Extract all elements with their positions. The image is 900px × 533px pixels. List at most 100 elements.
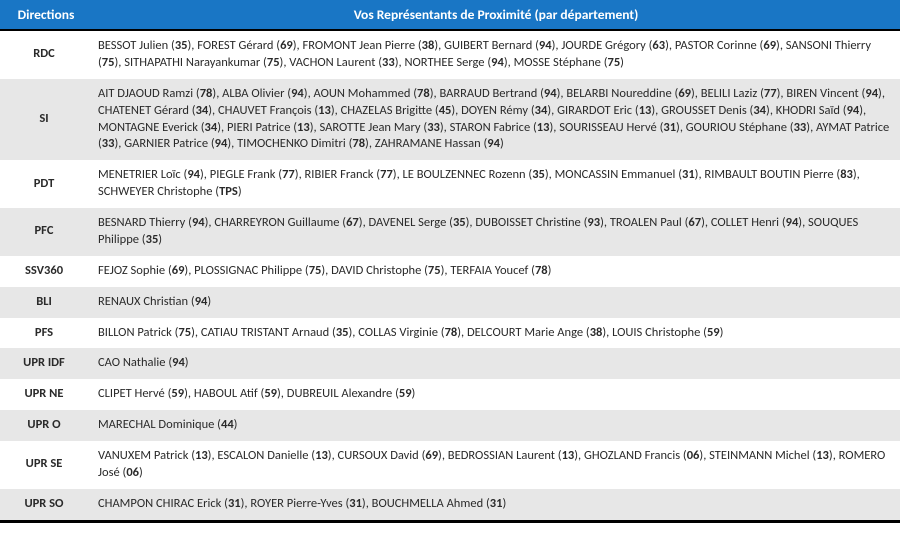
dept-code: 67 <box>688 215 701 230</box>
table-row: PDTMENETRIER Loïc (94), PIEGLE Frank (77… <box>0 160 900 208</box>
dept-code: 13 <box>537 120 550 135</box>
direction-cell: PFC <box>0 208 92 256</box>
dept-code: 75 <box>428 263 441 278</box>
dept-code: 69 <box>425 448 438 463</box>
direction-cell: UPR IDF <box>0 348 92 379</box>
dept-code: 67 <box>346 215 359 230</box>
dept-code: 94 <box>215 136 228 151</box>
dept-code: 94 <box>195 294 208 309</box>
dept-code: 06 <box>126 465 139 480</box>
table-body: RDCBESSOT Julien (35), FOREST Gérard (69… <box>0 30 900 521</box>
header-representatives: Vos Représentants de Proximité (par dépa… <box>92 0 900 30</box>
dept-code: 59 <box>264 386 277 401</box>
dept-code: 94 <box>786 215 799 230</box>
dept-code: 34 <box>753 103 766 118</box>
direction-cell: UPR NE <box>0 379 92 410</box>
dept-code: 93 <box>587 215 600 230</box>
direction-cell: SSV360 <box>0 256 92 287</box>
dept-code: 33 <box>102 136 115 151</box>
dept-code: 94 <box>291 86 304 101</box>
dept-code: 94 <box>847 103 860 118</box>
table-row: UPR SEVANUXEM Patrick (13), ESCALON Dani… <box>0 441 900 489</box>
dept-code: 13 <box>195 448 208 463</box>
dept-code: 13 <box>562 448 575 463</box>
dept-code: 38 <box>422 38 435 53</box>
dept-code: 78 <box>417 86 430 101</box>
representatives-cell: MARECHAL Dominique (44) <box>92 410 900 441</box>
dept-code: 94 <box>487 136 500 151</box>
dept-code: 75 <box>102 55 115 70</box>
dept-code: 78 <box>200 86 213 101</box>
dept-code: 31 <box>663 120 676 135</box>
dept-code: 77 <box>282 167 295 182</box>
dept-code: 94 <box>187 167 200 182</box>
dept-code: 94 <box>544 86 557 101</box>
dept-code: 75 <box>309 263 322 278</box>
dept-code: 38 <box>590 325 603 340</box>
dept-code: 34 <box>196 103 209 118</box>
representatives-cell: BESSOT Julien (35), FOREST Gérard (69), … <box>92 30 900 79</box>
dept-code: 83 <box>840 167 853 182</box>
table-row: UPR OMARECHAL Dominique (44) <box>0 410 900 441</box>
representatives-cell: MENETRIER Loïc (94), PIEGLE Frank (77), … <box>92 160 900 208</box>
dept-code: 45 <box>439 103 452 118</box>
dept-code: 94 <box>865 86 878 101</box>
dept-code: 78 <box>352 136 365 151</box>
dept-code: 94 <box>491 55 504 70</box>
dept-code: 35 <box>336 325 349 340</box>
representatives-cell: CHAMPON CHIRAC Erick (31), ROYER Pierre-… <box>92 489 900 521</box>
table-row: UPR SOCHAMPON CHIRAC Erick (31), ROYER P… <box>0 489 900 521</box>
table-row: BLIRENAUX Christian (94) <box>0 287 900 318</box>
representatives-cell: CAO Nathalie (94) <box>92 348 900 379</box>
dept-code: 35 <box>175 38 188 53</box>
dept-code: 94 <box>172 355 185 370</box>
dept-code: 31 <box>682 167 695 182</box>
direction-cell: BLI <box>0 287 92 318</box>
dept-code: 35 <box>532 167 545 182</box>
header-directions: Directions <box>0 0 92 30</box>
dept-code: 31 <box>490 496 503 511</box>
dept-code: 59 <box>171 386 184 401</box>
representatives-cell: RENAUX Christian (94) <box>92 287 900 318</box>
direction-cell: UPR SO <box>0 489 92 521</box>
dept-code: TPS <box>219 184 238 199</box>
table-row: SSV360FEJOZ Sophie (69), PLOSSIGNAC Phil… <box>0 256 900 287</box>
representatives-cell: VANUXEM Patrick (13), ESCALON Danielle (… <box>92 441 900 489</box>
representatives-table: Directions Vos Représentants de Proximit… <box>0 0 900 523</box>
dept-code: 44 <box>221 417 234 432</box>
dept-code: 63 <box>652 38 665 53</box>
direction-cell: UPR SE <box>0 441 92 489</box>
dept-code: 13 <box>639 103 652 118</box>
dept-code: 13 <box>297 120 310 135</box>
direction-cell: RDC <box>0 30 92 79</box>
direction-cell: SI <box>0 79 92 161</box>
table-row: UPR NECLIPET Hervé (59), HABOUL Atif (59… <box>0 379 900 410</box>
table-row: RDCBESSOT Julien (35), FOREST Gérard (69… <box>0 30 900 79</box>
direction-cell: PFS <box>0 318 92 349</box>
direction-cell: PDT <box>0 160 92 208</box>
dept-code: 33 <box>794 120 807 135</box>
dept-code: 13 <box>816 448 829 463</box>
table-row: PFCBESNARD Thierry (94), CHARREYRON Guil… <box>0 208 900 256</box>
dept-code: 35 <box>453 215 466 230</box>
table-row: UPR IDFCAO Nathalie (94) <box>0 348 900 379</box>
table-row: SIAIT DJAOUD Ramzi (78), ALBA Olivier (9… <box>0 79 900 161</box>
dept-code: 77 <box>764 86 777 101</box>
representatives-cell: BILLON Patrick (75), CATIAU TRISTANT Arn… <box>92 318 900 349</box>
dept-code: 13 <box>315 448 328 463</box>
dept-code: 69 <box>763 38 776 53</box>
dept-code: 78 <box>535 263 548 278</box>
representatives-cell: CLIPET Hervé (59), HABOUL Atif (59), DUB… <box>92 379 900 410</box>
dept-code: 94 <box>539 38 552 53</box>
dept-code: 75 <box>608 55 621 70</box>
dept-code: 75 <box>178 325 191 340</box>
table-row: PFSBILLON Patrick (75), CATIAU TRISTANT … <box>0 318 900 349</box>
representatives-cell: FEJOZ Sophie (69), PLOSSIGNAC Philippe (… <box>92 256 900 287</box>
representatives-cell: BESNARD Thierry (94), CHARREYRON Guillau… <box>92 208 900 256</box>
dept-code: 75 <box>267 55 280 70</box>
dept-code: 31 <box>228 496 241 511</box>
representatives-cell: AIT DJAOUD Ramzi (78), ALBA Olivier (94)… <box>92 79 900 161</box>
dept-code: 59 <box>707 325 720 340</box>
dept-code: 69 <box>280 38 293 53</box>
dept-code: 34 <box>205 120 218 135</box>
